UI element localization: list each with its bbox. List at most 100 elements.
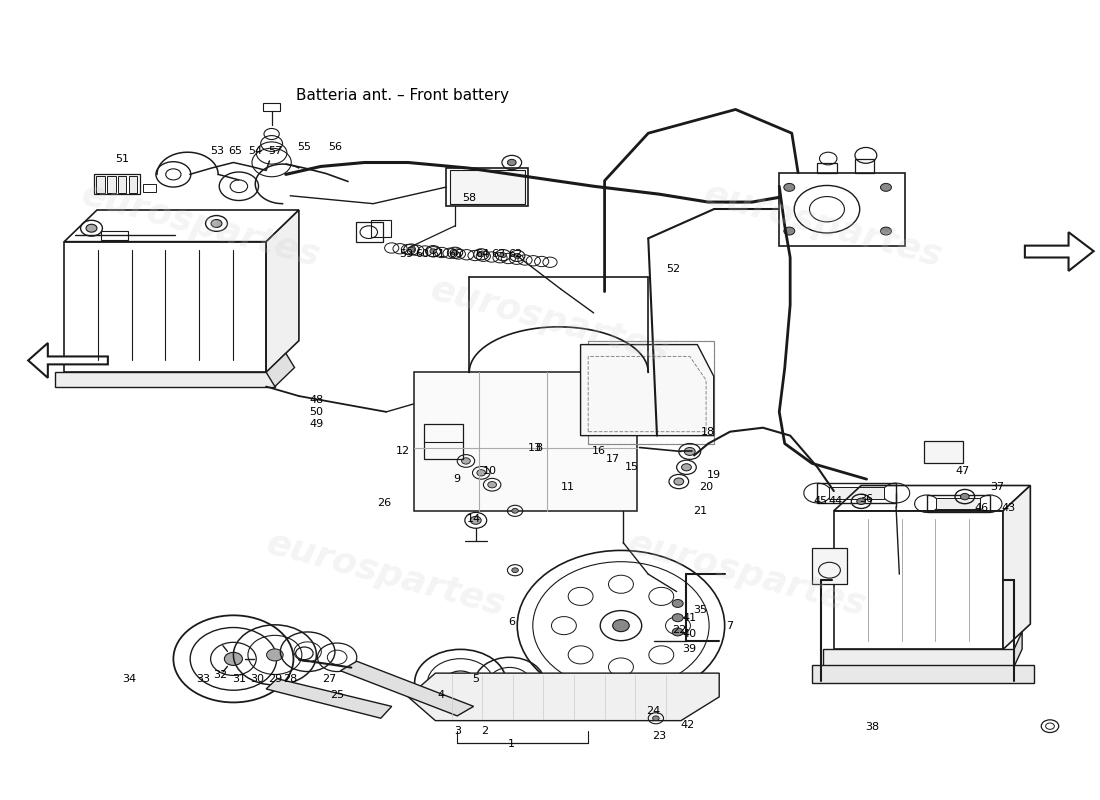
Text: 37: 37: [990, 482, 1004, 492]
Text: 28: 28: [283, 674, 297, 684]
Text: eurospartes: eurospartes: [624, 526, 870, 622]
Polygon shape: [266, 354, 295, 386]
Circle shape: [857, 498, 866, 505]
Circle shape: [507, 159, 516, 166]
Circle shape: [430, 249, 437, 254]
Text: 64: 64: [475, 249, 490, 258]
Text: 45: 45: [814, 495, 828, 506]
Text: 38: 38: [865, 722, 879, 732]
Text: 32: 32: [213, 670, 228, 680]
Text: 61: 61: [431, 249, 446, 258]
Circle shape: [880, 183, 891, 191]
Bar: [823, 650, 1014, 666]
Bar: [118, 176, 127, 193]
Circle shape: [512, 509, 518, 514]
Text: 42: 42: [681, 719, 695, 730]
Circle shape: [684, 447, 695, 455]
Text: 52: 52: [667, 264, 681, 274]
Circle shape: [471, 516, 481, 524]
Text: 65: 65: [229, 146, 243, 156]
Circle shape: [672, 628, 683, 636]
Text: 44: 44: [829, 495, 843, 506]
Circle shape: [503, 678, 517, 688]
Text: 11: 11: [561, 482, 574, 492]
Bar: [55, 372, 275, 386]
Text: 53: 53: [210, 146, 224, 156]
Text: 3: 3: [453, 726, 461, 736]
Text: 4: 4: [438, 690, 444, 699]
Bar: [425, 424, 463, 459]
Text: 13: 13: [528, 442, 541, 453]
Circle shape: [499, 253, 506, 258]
Circle shape: [960, 494, 969, 500]
Bar: [100, 230, 128, 240]
Text: 18: 18: [701, 426, 715, 437]
Text: 58: 58: [462, 193, 476, 203]
Text: 15: 15: [625, 462, 639, 472]
Text: 51: 51: [116, 154, 129, 163]
Bar: [817, 483, 896, 503]
Polygon shape: [581, 345, 714, 436]
Text: 10: 10: [483, 466, 497, 476]
Text: 22: 22: [672, 625, 686, 634]
Polygon shape: [340, 662, 474, 716]
Text: 63: 63: [492, 249, 506, 258]
Bar: [812, 666, 1034, 682]
Bar: [936, 498, 980, 510]
Bar: [450, 170, 525, 204]
Text: 35: 35: [694, 605, 707, 614]
Bar: [107, 176, 116, 193]
Bar: [447, 168, 528, 206]
Bar: [779, 173, 905, 246]
Circle shape: [652, 716, 659, 721]
Polygon shape: [266, 210, 299, 372]
Circle shape: [672, 614, 683, 622]
Polygon shape: [1014, 632, 1022, 666]
Circle shape: [462, 458, 471, 464]
Text: 27: 27: [322, 674, 337, 684]
Circle shape: [477, 470, 485, 476]
Text: 43: 43: [1001, 503, 1015, 514]
Text: 48: 48: [309, 395, 323, 405]
Bar: [817, 163, 837, 173]
Text: 23: 23: [652, 731, 667, 742]
Text: 16: 16: [592, 446, 606, 457]
Text: 55: 55: [297, 142, 311, 152]
Bar: [588, 341, 714, 443]
Text: 46: 46: [975, 503, 988, 514]
Circle shape: [613, 620, 629, 632]
Bar: [924, 441, 962, 463]
Text: 60: 60: [416, 249, 429, 258]
Text: 19: 19: [706, 470, 721, 480]
Polygon shape: [29, 343, 108, 378]
Text: 5: 5: [472, 674, 480, 684]
Bar: [588, 341, 714, 443]
Polygon shape: [408, 673, 719, 721]
Bar: [64, 242, 266, 372]
Text: 6: 6: [508, 617, 515, 626]
Bar: [94, 174, 140, 194]
Text: 36: 36: [859, 494, 873, 504]
Text: 8: 8: [536, 442, 542, 453]
Bar: [834, 511, 1003, 650]
Text: 31: 31: [232, 674, 246, 684]
Text: 49: 49: [309, 418, 323, 429]
Text: 47: 47: [956, 466, 970, 476]
Text: 62: 62: [508, 249, 522, 258]
Circle shape: [452, 250, 459, 255]
Text: 54: 54: [249, 146, 262, 156]
Text: 40: 40: [683, 629, 696, 638]
Text: eurospartes: eurospartes: [700, 178, 946, 274]
Circle shape: [224, 652, 242, 666]
Bar: [414, 372, 637, 511]
Circle shape: [512, 568, 518, 573]
Circle shape: [211, 219, 222, 227]
Text: 41: 41: [683, 613, 696, 622]
Text: 14: 14: [466, 514, 481, 524]
Circle shape: [455, 678, 466, 686]
Text: 7: 7: [727, 621, 734, 630]
Bar: [96, 176, 104, 193]
Circle shape: [266, 649, 283, 661]
Polygon shape: [1003, 486, 1031, 650]
Bar: [926, 495, 990, 513]
